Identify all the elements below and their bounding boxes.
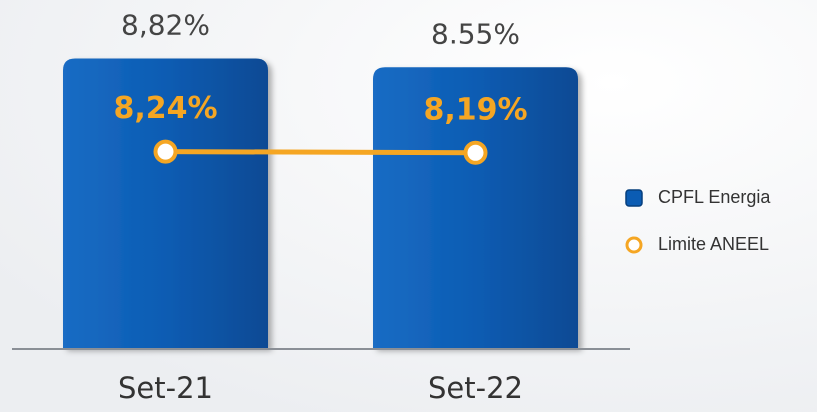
line-value-label: 8,19%	[423, 92, 527, 127]
legend-label: CPFL Energia	[658, 187, 771, 207]
bar	[373, 67, 578, 349]
legend-label: Limite ANEEL	[658, 234, 769, 254]
legend-swatch	[625, 189, 643, 207]
line-value-label: 8,24%	[113, 91, 217, 126]
bar	[63, 58, 268, 348]
x-tick-label: Set-21	[118, 371, 213, 405]
x-tick-label: Set-22	[428, 371, 523, 405]
bar-value-label: 8,82%	[121, 8, 210, 41]
bar-value-label: 8.55%	[431, 17, 520, 50]
line-marker	[463, 140, 488, 165]
line	[165, 149, 476, 156]
legend-swatch	[625, 236, 643, 254]
line-marker	[153, 139, 178, 164]
